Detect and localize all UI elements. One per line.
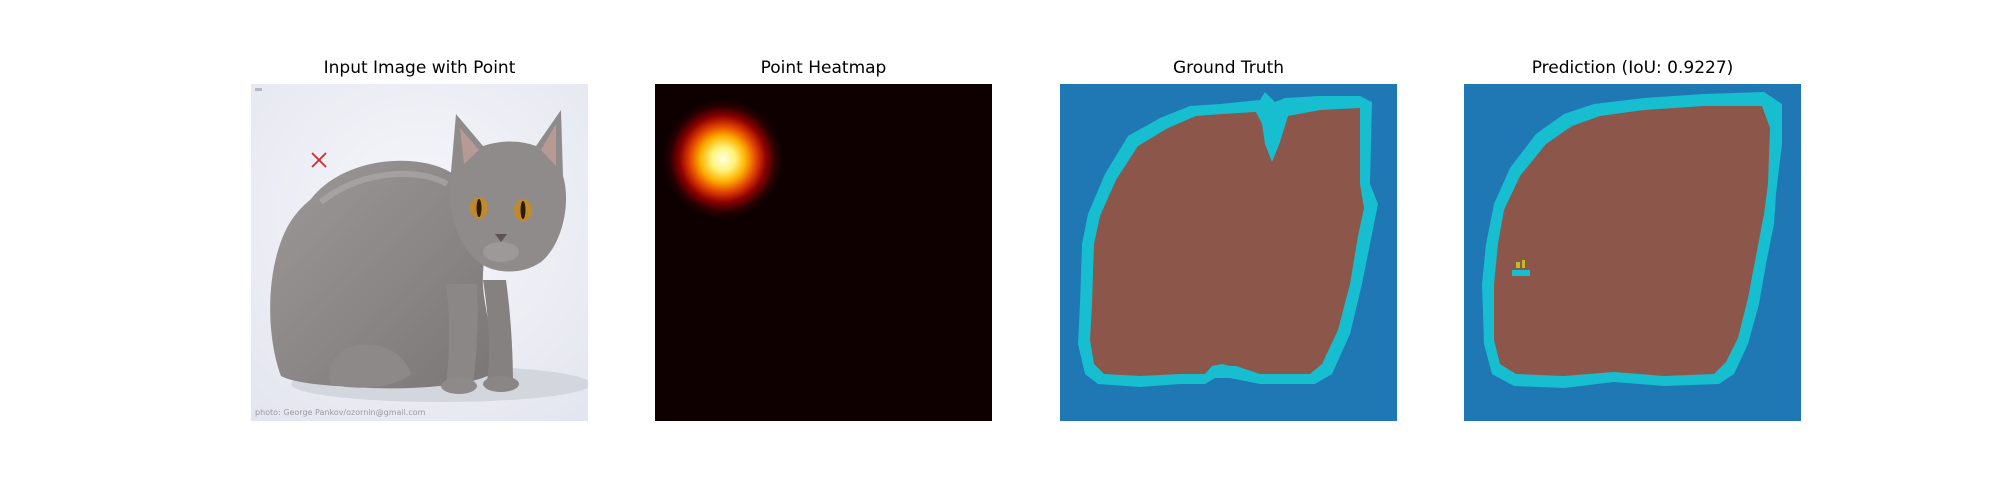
point-heatmap-image [655, 84, 992, 421]
heatmap-hotspot [663, 99, 783, 219]
cat-front-leg-right [483, 280, 513, 384]
gt-foreground-region [1090, 108, 1364, 376]
ground-truth-mask [1060, 84, 1397, 421]
panel-title-heatmap: Point Heatmap [760, 58, 887, 78]
cat-muzzle [483, 242, 519, 262]
ground-truth-panel [1060, 84, 1397, 421]
pred-small-patch-3 [1522, 260, 1525, 268]
cat-photo [251, 84, 588, 421]
heatmap-panel [655, 84, 992, 421]
cat-hind-leg [329, 344, 411, 388]
input-image-panel: photo: George Pankov/ozornin@gmail.com [251, 84, 588, 421]
panel-title-ground-truth: Ground Truth [1172, 58, 1285, 78]
left-pupil [476, 199, 482, 217]
right-pupil [520, 201, 526, 219]
cat-head [449, 110, 567, 272]
cat-nose [495, 234, 507, 242]
prediction-mask [1464, 84, 1801, 421]
photo-watermark: photo: George Pankov/ozornin@gmail.com [255, 408, 426, 417]
fur-highlight [319, 170, 449, 205]
panel-title-input: Input Image with Point [323, 58, 516, 78]
pred-small-patch [1512, 270, 1530, 276]
cat-body [270, 160, 493, 389]
panel-title-prediction: Prediction (IoU: 0.9227) [1531, 58, 1734, 78]
corner-mark [255, 88, 262, 91]
pred-foreground-region [1494, 106, 1770, 376]
left-inner-ear [460, 128, 479, 164]
point-marker-x [311, 152, 327, 168]
pred-small-patch-2 [1516, 262, 1520, 268]
prediction-panel [1464, 84, 1801, 421]
cat-front-leg-left [446, 284, 478, 386]
cat-paw-left [441, 378, 477, 394]
right-inner-ear [541, 124, 556, 166]
cat-paw-right [483, 376, 519, 392]
